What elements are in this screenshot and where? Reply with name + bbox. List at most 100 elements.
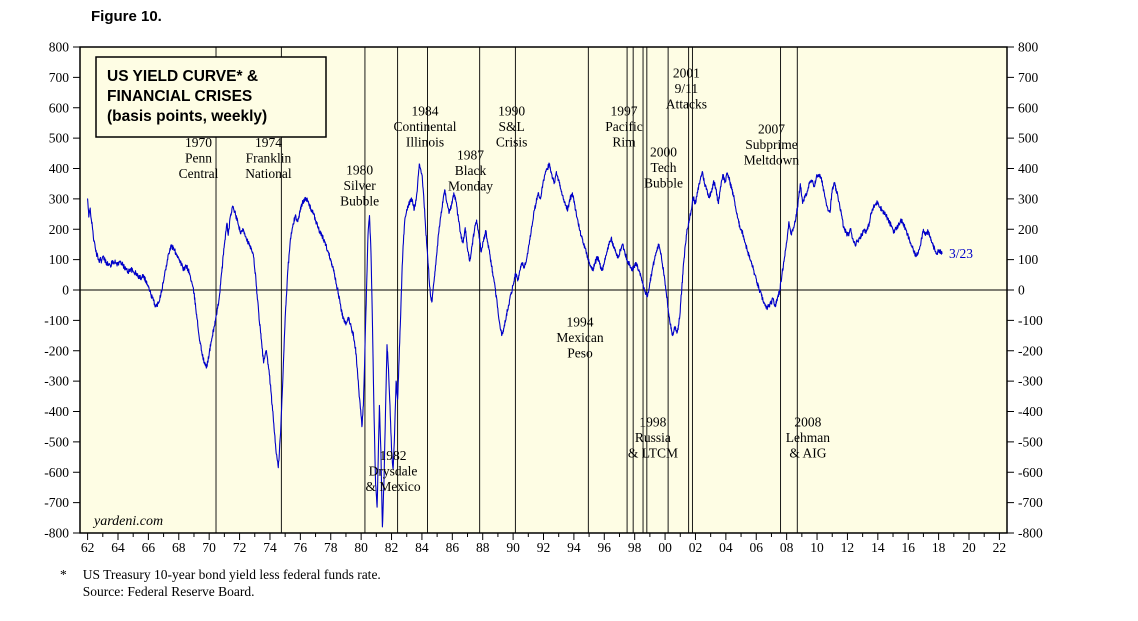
y-tick-label-left: 500 <box>49 131 70 146</box>
x-tick-label: 94 <box>567 540 581 555</box>
y-tick-label-left: -600 <box>44 465 69 480</box>
title-box-frame <box>95 56 327 138</box>
y-tick-label-left: -800 <box>44 526 69 541</box>
yield-spread-series-group <box>87 162 943 528</box>
crisis-annotation: 1970 Penn Central <box>179 135 219 181</box>
title-box: US YIELD CURVE* & FINANCIAL CRISES (basi… <box>95 56 327 138</box>
footnote-line-2: Source: Federal Reserve Board. <box>82 583 255 599</box>
y-tick-label-left: 100 <box>49 252 70 267</box>
chart-title-line-2: FINANCIAL CRISES <box>107 88 252 105</box>
y-tick-label-right: 200 <box>1018 222 1039 237</box>
y-tick-label-right: 500 <box>1018 131 1039 146</box>
x-tick-label: 86 <box>446 540 460 555</box>
crisis-annotation: 1990 S&L Crisis <box>496 103 528 149</box>
last-point-label-group: 3/23 <box>949 246 973 261</box>
y-tick-label-right: -400 <box>1018 404 1043 419</box>
x-tick-label: 80 <box>354 540 368 555</box>
x-tick-label: 78 <box>324 540 338 555</box>
y-tick-label-right: 0 <box>1018 283 1025 298</box>
y-tick-label-right: -800 <box>1018 526 1043 541</box>
x-tick-label: 02 <box>689 540 703 555</box>
y-tick-label-left: 700 <box>49 70 70 85</box>
y-tick-label-left: -700 <box>44 495 69 510</box>
x-tick-label: 00 <box>658 540 672 555</box>
crisis-annotation: 1984 Continental Illinois <box>393 103 456 149</box>
x-tick-label: 76 <box>294 540 308 555</box>
x-tick-label: 74 <box>263 540 277 555</box>
x-tick-label: 22 <box>993 540 1007 555</box>
crisis-annotation: 1998 Russia & LTCM <box>628 415 678 461</box>
crisis-lines-group <box>215 47 798 533</box>
crisis-annotation: 1982 Drysdale & Mexico <box>365 448 420 494</box>
y-tick-label-right: -700 <box>1018 495 1043 510</box>
x-tick-label: 90 <box>506 540 520 555</box>
x-tick-label: 70 <box>202 540 216 555</box>
x-tick-label: 20 <box>962 540 976 555</box>
x-tick-label: 08 <box>780 540 794 555</box>
y-tick-label-left: 300 <box>49 191 70 206</box>
x-tick-label: 64 <box>111 540 125 555</box>
x-tick-label: 72 <box>233 540 247 555</box>
y-tick-label-left: -300 <box>44 374 69 389</box>
y-tick-label-left: 600 <box>49 100 70 115</box>
y-tick-label-right: 700 <box>1018 70 1039 85</box>
x-tick-label: 14 <box>871 540 885 555</box>
y-tick-label-right: 400 <box>1018 161 1039 176</box>
y-tick-label-right: -600 <box>1018 465 1043 480</box>
y-tick-label-right: 300 <box>1018 191 1039 206</box>
y-tick-label-left: 800 <box>49 40 70 55</box>
x-tick-label: 10 <box>810 540 824 555</box>
x-tick-label: 82 <box>385 540 399 555</box>
y-tick-label-left: -500 <box>44 434 69 449</box>
chart-title-line-1: US YIELD CURVE* & <box>107 68 258 85</box>
yield-spread-line <box>87 162 943 528</box>
x-tick-label: 16 <box>901 540 915 555</box>
crisis-annotation: 2001 9/11 Attacks <box>666 65 707 111</box>
y-tick-label-left: 0 <box>62 283 69 298</box>
x-tick-label: 68 <box>172 540 186 555</box>
watermark-group: yardeni.com <box>92 514 163 529</box>
chart-title-line-3: (basis points, weekly) <box>107 108 267 125</box>
x-tick-label: 98 <box>628 540 642 555</box>
x-tick-label: 06 <box>750 540 764 555</box>
crisis-annotation: 2008 Lehman & AIG <box>786 415 830 461</box>
y-tick-label-right: 800 <box>1018 40 1039 55</box>
figure-number-label: Figure 10. <box>91 8 162 25</box>
y-tick-label-right: -500 <box>1018 434 1043 449</box>
crisis-annotation: 1974 Franklin National <box>245 135 292 181</box>
watermark-text: yardeni.com <box>92 514 163 529</box>
crisis-annotation: 1997 Pacific Rim <box>605 103 642 149</box>
footnote: * US Treasury 10-year bond yield less fe… <box>60 567 381 601</box>
y-tick-label-right: -100 <box>1018 313 1043 328</box>
x-tick-label: 88 <box>476 540 490 555</box>
crisis-annotation: 2007 Subprime Meltdown <box>744 122 800 168</box>
x-tick-label: 04 <box>719 540 733 555</box>
x-tick-label: 12 <box>841 540 855 555</box>
y-tick-label-right: 600 <box>1018 100 1039 115</box>
x-tick-label: 66 <box>142 540 156 555</box>
y-tick-label-left: 400 <box>49 161 70 176</box>
footnote-line-1: US Treasury 10-year bond yield less fede… <box>82 567 381 582</box>
y-tick-label-left: -100 <box>44 313 69 328</box>
y-tick-label-left: 200 <box>49 222 70 237</box>
x-tick-label: 84 <box>415 540 429 555</box>
x-tick-label: 96 <box>598 540 612 555</box>
y-tick-label-right: -200 <box>1018 343 1043 358</box>
crisis-annotation: 1994 Mexican Peso <box>556 314 603 360</box>
x-tick-label: 62 <box>81 540 95 555</box>
y-tick-label-right: 100 <box>1018 252 1039 267</box>
crisis-annotation: 2000 Tech Bubble <box>644 144 683 190</box>
crisis-annotation: 1987 Black Monday <box>448 147 493 193</box>
y-tick-label-left: -400 <box>44 404 69 419</box>
crisis-annotations-group: 1970 Penn Central 1974 Franklin National 1980 S… <box>179 65 831 494</box>
footnote-asterisk: * <box>60 567 67 582</box>
crisis-annotation: 1980 Silver Bubble <box>340 163 379 209</box>
y-tick-label-left: -200 <box>44 343 69 358</box>
y-tick-label-right: -300 <box>1018 374 1043 389</box>
last-point-date-label: 3/23 <box>949 246 973 261</box>
x-tick-label: 18 <box>932 540 946 555</box>
x-tick-label: 92 <box>537 540 551 555</box>
